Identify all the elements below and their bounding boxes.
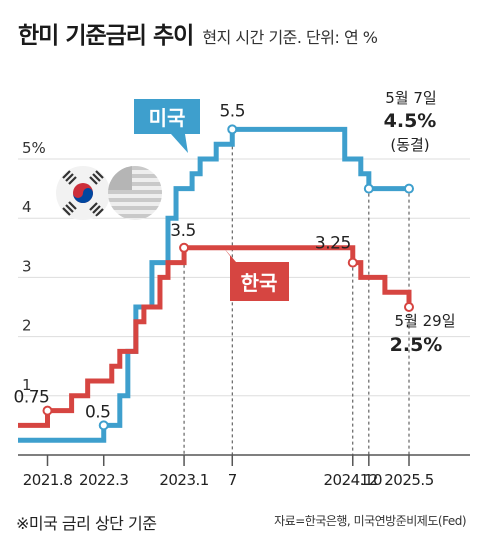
series-line-kr (18, 245, 412, 428)
x-tick-label: 12 (360, 471, 378, 489)
us-badge-box (134, 99, 200, 153)
korea-flag-icon (56, 166, 110, 220)
x-tick-label: 2025.5 (384, 471, 434, 489)
value-label: 0.5 (85, 402, 111, 422)
us-annotation-note: (동결) (390, 136, 429, 154)
marker-kr (404, 302, 414, 312)
x-tick-label: 2024.10 (324, 471, 383, 489)
marker-us (227, 124, 238, 135)
value-label: 5.5 (219, 101, 245, 121)
marker-us (363, 183, 374, 194)
marker-kr (347, 257, 358, 268)
y-tick-label: 4 (22, 198, 32, 216)
value-label: 3.25 (315, 234, 351, 254)
kr-series-badge: 한국 (223, 247, 289, 301)
marker-kr (42, 405, 53, 416)
x-tick-label: 2021.8 (23, 471, 73, 489)
kr-badge-fill (230, 262, 289, 301)
usa-flag-icon (108, 166, 162, 220)
marker-us (404, 183, 414, 194)
x-tick-label: 2023.1 (159, 471, 209, 489)
guide-lines (183, 134, 410, 455)
data-labels: 0.75 0.5 3.5 5.5 3.25 (14, 101, 352, 422)
marker-us (98, 420, 109, 431)
series-lines (18, 126, 412, 443)
chart-subtitle: 현지 시간 기준. 단위: 연 % (202, 28, 378, 47)
x-tick-label: 2022.3 (79, 471, 129, 489)
us-annotation-value: 4.5% (384, 110, 437, 132)
us-annotation-date: 5월 7일 (385, 89, 436, 107)
y-tick-label: 1 (22, 376, 32, 394)
value-label: 0.75 (14, 388, 50, 408)
x-tick-label: 7 (228, 471, 237, 489)
y-tick-label: 5% (22, 139, 46, 157)
kr-annotation-date: 5월 29일 (395, 312, 456, 330)
footnote: ※미국 금리 상단 기준 (16, 514, 157, 533)
marker-kr (179, 242, 190, 253)
chart-title: 한미 기준금리 추이 (18, 23, 194, 49)
y-tick-label: 2 (22, 317, 32, 335)
chart-header: 한미 기준금리 추이 현지 시간 기준. 단위: 연 % (18, 16, 378, 50)
kr-badge-label: 한국 (241, 271, 278, 295)
series-markers (42, 124, 414, 431)
grid-lines: 1 2 3 4 5% (18, 139, 470, 397)
value-label: 3.5 (170, 221, 196, 241)
source-credit: 자료=한국은행, 미국연방준비제도(Fed) (274, 514, 466, 528)
flags (56, 166, 162, 220)
us-series-badge: 미국 (134, 99, 200, 153)
us-badge-label: 미국 (149, 106, 186, 130)
y-tick-label: 3 (22, 257, 32, 275)
kr-annotation-value: 2.5% (390, 334, 443, 356)
series-line-us (18, 126, 409, 443)
